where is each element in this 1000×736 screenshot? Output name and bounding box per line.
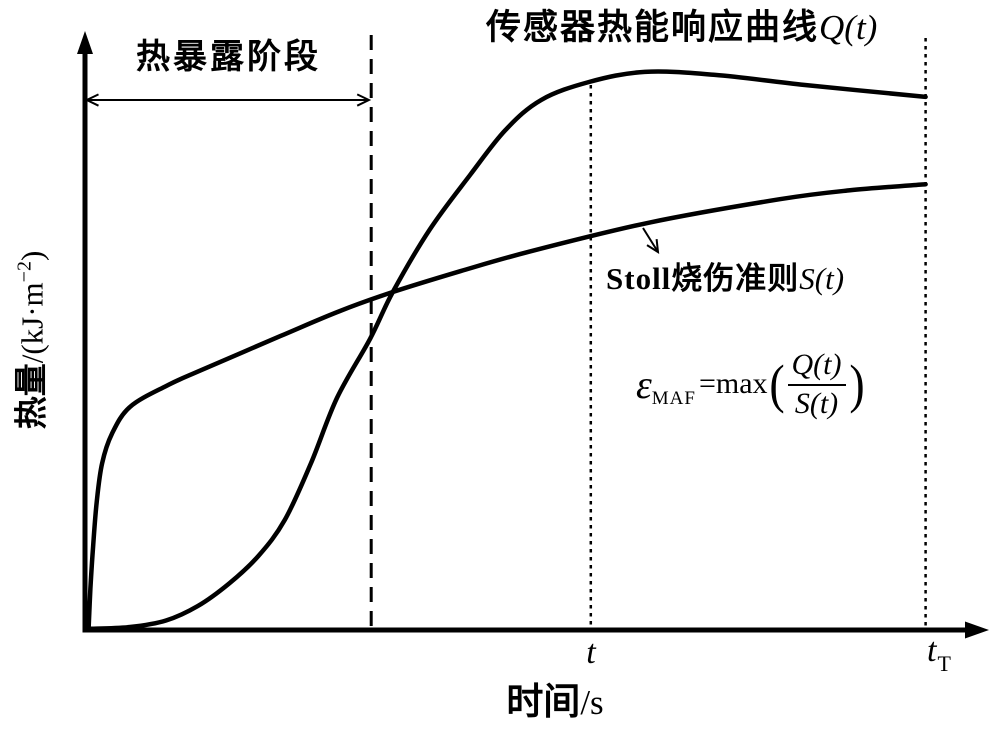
formula-epsilon: ε bbox=[636, 361, 652, 407]
x-axis-arrowhead-icon bbox=[965, 621, 989, 639]
formula-open-paren: ( bbox=[768, 354, 785, 415]
vertical-marker-lines bbox=[369, 35, 927, 630]
annotation-arrows bbox=[84, 93, 660, 254]
tick-t-total-base: t bbox=[927, 632, 937, 669]
formula-numerator: Q(t) bbox=[787, 348, 846, 386]
curve-Q(t) bbox=[86, 69, 928, 632]
exposure-arrow-left-head-icon bbox=[84, 93, 99, 107]
formula-denominator: S(t) bbox=[794, 386, 839, 420]
data-curves bbox=[86, 69, 928, 632]
exposure-arrow-right-head-icon bbox=[356, 93, 372, 107]
y-axis-label-exponent: −2 bbox=[13, 261, 36, 283]
tick-t: t bbox=[586, 634, 596, 671]
y-axis-arrowhead-icon bbox=[77, 31, 93, 54]
stoll-arrow-line bbox=[642, 227, 659, 253]
formula-subscript: MAF bbox=[651, 387, 696, 409]
chart-title-text: 传感器热能响应曲线 bbox=[486, 8, 820, 47]
curve-S(t) bbox=[86, 182, 928, 632]
y-axis-label-cjk: 热量 bbox=[14, 363, 51, 430]
stoll-label-text: Stoll烧伤准则 bbox=[606, 261, 800, 296]
x-axis-label-unit: /s bbox=[580, 683, 604, 722]
formula-equals-max: =max bbox=[698, 367, 768, 401]
y-axis-label: 热量/(kJ·m−2) bbox=[14, 251, 53, 430]
exposure-stage-label: 热暴露阶段 bbox=[136, 39, 321, 76]
maf-formula: ε MAF =max(Q(t) S(t)) bbox=[636, 348, 865, 421]
tick-t-total-subscript: T bbox=[937, 651, 951, 676]
axes bbox=[77, 31, 989, 639]
stoll-arrow-head-icon bbox=[646, 238, 660, 254]
y-axis-label-close: ) bbox=[14, 250, 50, 262]
chart-title: 传感器热能响应曲线Q(t) bbox=[486, 8, 877, 48]
formula-fraction: Q(t) S(t) bbox=[787, 348, 846, 421]
chart-title-math: Q(t) bbox=[819, 8, 878, 47]
formula-close-paren: ) bbox=[848, 354, 865, 415]
stoll-criterion-label: Stoll烧伤准则S(t) bbox=[606, 261, 844, 297]
tick-t-total: tT bbox=[927, 631, 951, 676]
x-axis-label: 时间/s bbox=[405, 682, 705, 725]
stoll-label-math: S(t) bbox=[799, 261, 845, 296]
x-axis-label-cjk: 时间 bbox=[506, 682, 581, 723]
y-axis-label-unit: /(kJ·m bbox=[14, 282, 50, 364]
